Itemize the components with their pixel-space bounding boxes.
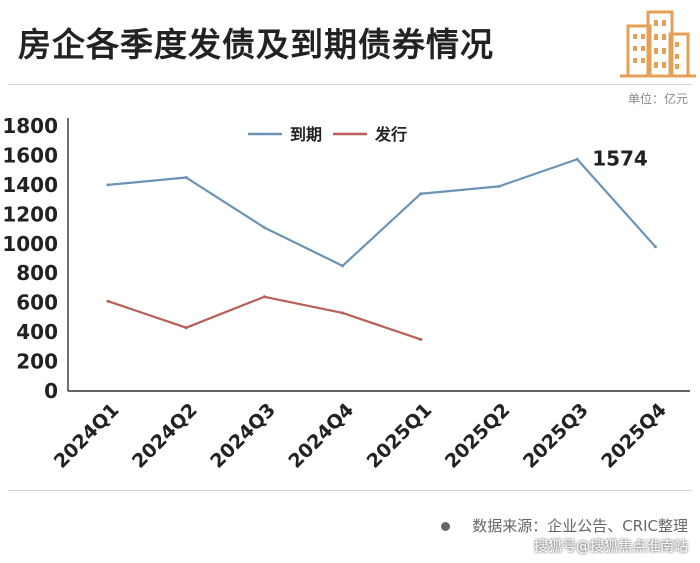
x-tick-label: 2025Q2 xyxy=(441,399,515,473)
x-tick-label: 2024Q1 xyxy=(50,399,124,473)
x-tick-label: 2025Q4 xyxy=(597,399,671,473)
source-note: 数据来源：企业公告、CRIC整理 xyxy=(441,515,688,536)
y-tick-label: 1400 xyxy=(2,173,58,197)
data-point-issuance xyxy=(184,326,188,330)
data-point-maturity xyxy=(262,226,266,230)
source-text: 数据来源：企业公告、CRIC整理 xyxy=(472,517,688,535)
series-line-maturity xyxy=(107,158,657,267)
data-point-maturity xyxy=(106,183,110,187)
page-title: 房企各季度发债及到期债券情况 xyxy=(18,25,494,64)
data-point-maturity xyxy=(341,264,345,268)
y-tick-label: 400 xyxy=(16,320,58,344)
y-tick-label: 600 xyxy=(16,291,58,315)
x-tick-label: 2025Q3 xyxy=(519,399,593,473)
x-tick-label: 2024Q2 xyxy=(128,399,202,473)
data-point-issuance xyxy=(106,299,110,303)
bullet-icon xyxy=(441,522,451,531)
y-tick-label: 800 xyxy=(16,261,58,285)
x-tick-label: 2025Q1 xyxy=(363,399,437,473)
data-point-issuance xyxy=(341,311,345,315)
footer-divider xyxy=(8,490,692,491)
data-point-maturity xyxy=(653,245,657,249)
y-tick-label: 1000 xyxy=(2,232,58,256)
watermark-text: 搜狐号@搜狐焦点淮南站 xyxy=(534,539,688,555)
header: 房企各季度发债及到期债券情况 xyxy=(0,0,700,88)
legend-label-issuance: 发行 xyxy=(374,125,407,144)
data-point-maturity xyxy=(575,157,579,161)
legend-label-maturity: 到期 xyxy=(290,125,322,144)
data-point-maturity xyxy=(184,176,188,180)
series-line-issuance xyxy=(107,295,422,341)
data-label: 1574 xyxy=(592,146,648,170)
data-point-maturity xyxy=(497,184,501,188)
x-tick-label: 2024Q3 xyxy=(206,399,280,473)
x-tick-label: 2024Q4 xyxy=(284,399,358,473)
y-tick-label: 1200 xyxy=(2,202,58,226)
y-tick-label: 1600 xyxy=(2,143,58,167)
y-tick-label: 1800 xyxy=(2,114,58,138)
data-point-maturity xyxy=(419,192,423,196)
building-logo-icon xyxy=(620,10,696,78)
y-tick-label: 0 xyxy=(44,379,58,403)
data-point-issuance xyxy=(419,337,423,341)
header-divider xyxy=(8,84,692,85)
y-tick-label: 200 xyxy=(16,350,58,374)
data-point-issuance xyxy=(262,295,266,299)
unit-label: 单位：亿元 xyxy=(627,92,688,106)
